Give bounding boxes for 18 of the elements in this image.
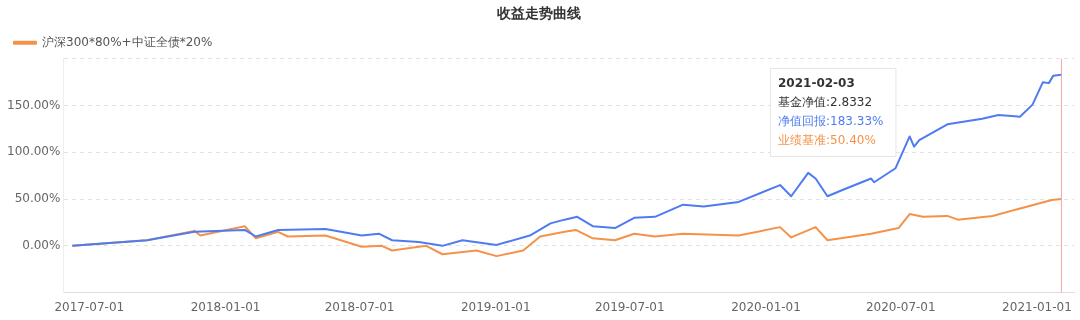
x-tick-label: 2020-01-01 [731, 299, 801, 314]
x-tick-label: 2020-07-01 [865, 299, 936, 314]
x-tick-label: 2021-01-01 [1002, 299, 1072, 314]
y-tick-label: 50.00% [14, 191, 61, 206]
x-tick-label: 2018-07-01 [324, 299, 395, 314]
chart-title: 收益走势曲线 [497, 5, 581, 22]
annotation: 业绩基准:50.40% [778, 132, 876, 147]
x-tick-label: 2019-07-01 [594, 299, 665, 314]
x-tick-label: 2017-07-01 [54, 299, 125, 314]
annotation: 2021-02-03 [778, 75, 855, 90]
y-tick-label: 150.00% [7, 97, 61, 112]
legend-label: 沪深300*80%+中证全债*20% [42, 34, 213, 49]
y-tick-label: 100.00% [7, 144, 61, 159]
x-tick-label: 2019-01-01 [460, 299, 531, 314]
y-tick-label: 0.00% [22, 237, 61, 252]
annotation: 基金净值:2.8332 [778, 94, 873, 109]
x-tick-label: 2018-01-01 [190, 299, 261, 314]
annotation: 净值回报:183.33% [778, 113, 884, 128]
